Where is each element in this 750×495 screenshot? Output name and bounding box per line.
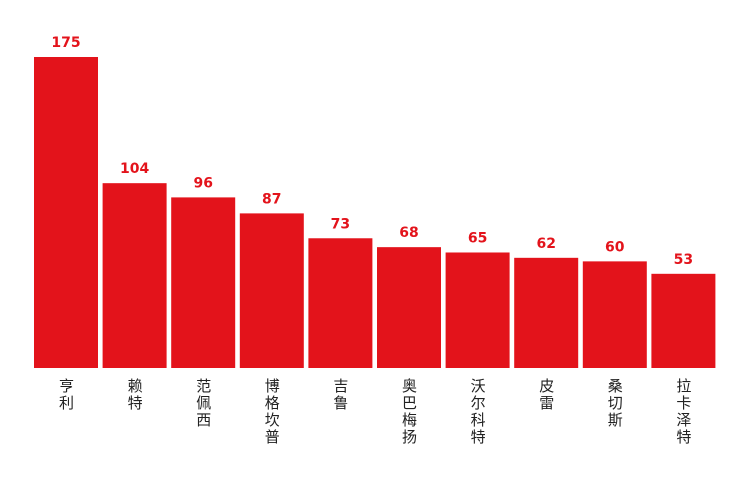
value-label: 96	[193, 175, 212, 191]
category-label: 奥巴梅扬	[400, 378, 418, 446]
category-label: 范佩西	[194, 378, 212, 429]
value-label: 87	[262, 191, 281, 207]
value-label: 65	[468, 230, 487, 246]
bar	[445, 252, 510, 368]
value-label: 60	[605, 239, 625, 255]
value-label: 73	[331, 216, 350, 232]
bar	[34, 57, 98, 368]
value-label: 53	[674, 252, 693, 268]
bar	[377, 247, 441, 368]
bar	[651, 273, 716, 368]
bar	[582, 261, 647, 368]
value-label: 68	[399, 225, 418, 241]
category-label: 博格坎普	[263, 378, 281, 446]
bar	[239, 213, 304, 368]
category-label: 拉卡泽特	[674, 378, 692, 446]
value-label: 62	[536, 236, 555, 252]
value-label: 175	[51, 35, 80, 51]
category-label: 赖特	[126, 378, 144, 412]
bar	[514, 257, 579, 368]
category-label: 皮雷	[537, 378, 555, 412]
value-label: 104	[120, 161, 149, 177]
category-label: 亨利	[57, 378, 75, 412]
bar	[102, 183, 167, 368]
bar	[308, 238, 373, 368]
category-label: 吉鲁	[331, 378, 349, 412]
bar	[171, 197, 236, 368]
category-label: 沃尔科特	[469, 378, 487, 446]
category-label: 桑切斯	[606, 378, 624, 429]
